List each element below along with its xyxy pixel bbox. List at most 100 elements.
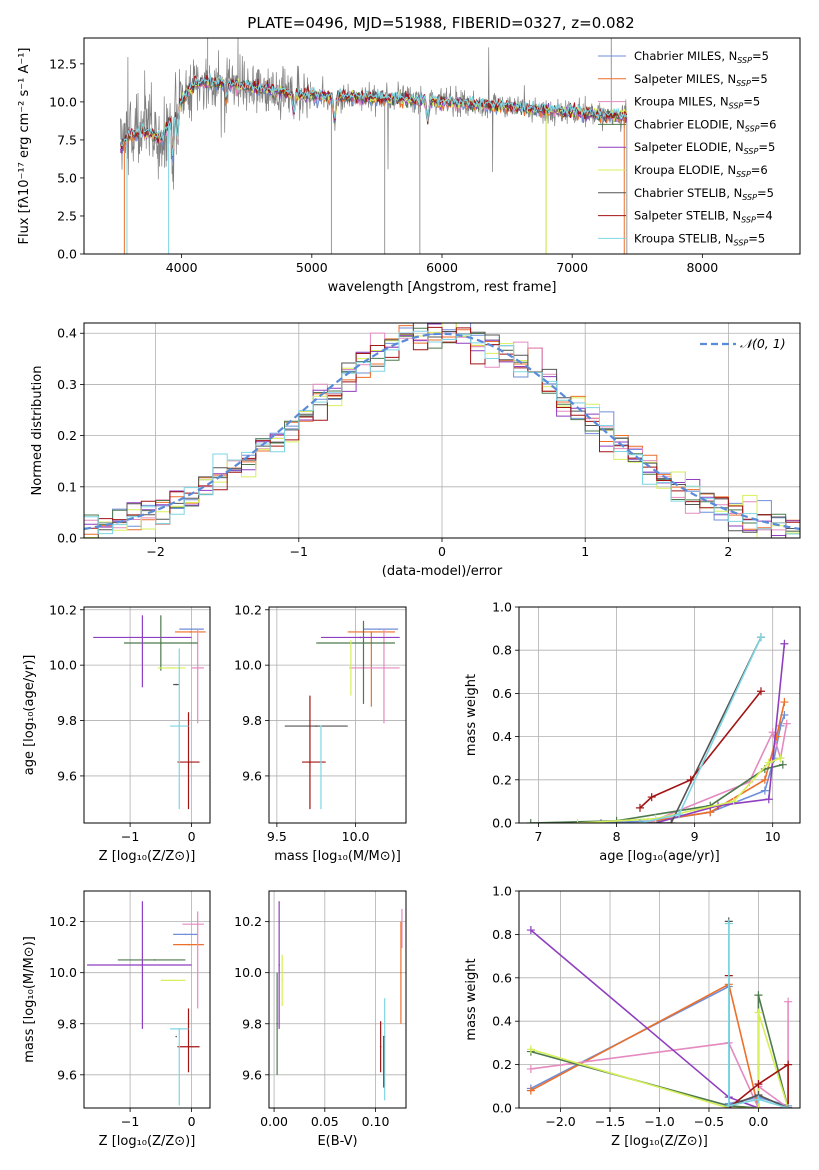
weight-marker-kroupa_miles xyxy=(782,719,791,728)
z-weight-xlabel: Z [log₁₀(Z/Z⊙)] xyxy=(611,1134,708,1149)
z-age-ytick-label: 9.6 xyxy=(57,768,77,783)
legend-label-tail: =5 xyxy=(758,140,775,154)
residuals-legend: 𝒩(0, 1) xyxy=(700,336,786,351)
spectrum-xtick-label: 6000 xyxy=(426,260,458,275)
weight-marker-kroupa_miles xyxy=(526,1064,535,1073)
age-weight-frame xyxy=(518,606,801,824)
z-age-axes: −1 0 9.6 9.8 10.0 10.2 Z [log₁₀(Z/Z⊙)] age [log… xyxy=(22,602,211,864)
spectrum-axes: 4000 5000 6000 7000 8000 0.0 2.5 5.0 7.5 10.0 12.5… xyxy=(17,37,801,295)
legend-label-sub: SSP xyxy=(742,193,757,202)
point-salpeter_elodie xyxy=(278,964,280,966)
spectrum-xtick-label: 4000 xyxy=(166,260,198,275)
age-weight-axes: 7 8 9 10 0.0 0.2 0.4 0.6 0.8 1.0 age [log₁₀(age/yr… xyxy=(464,600,801,864)
mass-age-ytick-label: 9.8 xyxy=(242,713,262,728)
legend-label-chabrier_miles: Chabrier MILES, NSSP=5 xyxy=(634,49,769,65)
legend-label-chabrier_elodie: Chabrier ELODIE, NSSP=6 xyxy=(634,117,776,133)
weight-marker-kroupa_elodie xyxy=(573,819,582,823)
z-weight-xtick-label: −0.5 xyxy=(694,1114,724,1129)
legend-label-text: Salpeter STELIB, N xyxy=(634,209,741,223)
point-chabrier_elodie xyxy=(153,959,156,961)
residuals-xtick-label: −2 xyxy=(146,544,164,559)
z-weight-ytick-label: 0.2 xyxy=(492,1057,512,1072)
point-salpeter_elodie xyxy=(141,964,144,966)
residuals-frame xyxy=(83,322,801,539)
point-salpeter_miles xyxy=(400,971,402,974)
legend-label-text: Chabrier MILES, N xyxy=(634,49,737,63)
weight-marker-kroupa_elodie xyxy=(764,758,773,767)
point-salpeter_stelib xyxy=(379,1045,382,1048)
weight-marker-salpeter_elodie xyxy=(780,639,789,648)
legend-label-tail: =5 xyxy=(757,186,774,200)
residuals-ytick-label: 0.3 xyxy=(57,377,77,392)
z-mass-axes: −1 0 9.6 9.8 10.0 10.2 Z [log₁₀(Z/Z⊙)] mass [lo… xyxy=(22,890,211,1149)
legend-label-text: Kroupa MILES, N xyxy=(634,95,729,109)
model-spectrum-kroupa_stelib xyxy=(120,73,627,157)
weight-marker-salpeter_elodie xyxy=(526,926,535,935)
age-weight-ytick-label: 0.8 xyxy=(492,643,512,658)
ebv-mass-ytick-label: 9.8 xyxy=(242,1016,262,1031)
z-mass-ytick-label: 9.8 xyxy=(57,1016,77,1031)
legend-label-text: Salpeter MILES, N xyxy=(634,72,736,86)
z-mass-ytick-label: 9.6 xyxy=(57,1067,77,1082)
z-age-xtick-label: −1 xyxy=(121,829,139,844)
legend-label-sub: SSP xyxy=(734,238,749,247)
point-kroupa_elodie xyxy=(281,979,283,982)
weight-marker-salpeter_stelib xyxy=(754,1080,763,1089)
legend-label-kroupa_miles: Kroupa MILES, NSSP=5 xyxy=(634,95,760,111)
ebv-mass-frame xyxy=(268,890,407,1109)
weight-line-kroupa_elodie xyxy=(530,1012,789,1108)
point-chabrier_stelib xyxy=(382,1035,385,1038)
z-weight-xtick-label: −1.0 xyxy=(644,1114,674,1129)
legend-label-sub: SSP xyxy=(736,170,751,179)
point-chabrier_miles xyxy=(184,933,187,936)
spectrum-xtick-label: 7000 xyxy=(556,260,588,275)
weight-line-chabrier_stelib xyxy=(640,636,762,823)
point-kroupa_miles xyxy=(401,946,403,948)
ebv-mass-ytick-label: 10.2 xyxy=(234,914,262,929)
z-weight-xtick-label: −1.5 xyxy=(595,1114,625,1129)
point-kroupa_stelib xyxy=(178,725,181,727)
ebv-mass-ytick-label: 9.6 xyxy=(242,1067,262,1082)
weight-marker-salpeter_stelib xyxy=(635,803,644,812)
legend-label-sub: SSP xyxy=(736,79,751,88)
mass-age-ytick-label: 10.2 xyxy=(234,602,262,617)
age-weight-ytick-label: 0.2 xyxy=(492,772,512,787)
legend-label-text: Kroupa STELIB, N xyxy=(634,231,734,245)
age-weight-ylabel: mass weight xyxy=(464,674,479,756)
legend-label-salpeter_miles: Salpeter MILES, NSSP=5 xyxy=(634,72,768,88)
weight-marker-kroupa_stelib xyxy=(756,633,765,642)
z-weight-ylabel: mass weight xyxy=(464,958,479,1040)
point-salpeter_stelib xyxy=(309,761,311,763)
spectrum-ytick-label: 0.0 xyxy=(57,247,77,262)
legend-label-tail: =6 xyxy=(751,163,768,177)
weight-marker-chabrier_miles xyxy=(596,819,605,823)
age-weight-plot-area xyxy=(526,633,791,823)
weight-marker-kroupa_elodie xyxy=(754,1008,763,1017)
mass-age-plot-area xyxy=(284,620,400,810)
z-age-xlabel: Z [log₁₀(Z/Z⊙)] xyxy=(99,849,196,864)
ebv-mass-xlabel: E(B-V) xyxy=(317,1134,357,1149)
weight-marker-kroupa_elodie xyxy=(729,797,738,806)
weight-marker-kroupa_stelib xyxy=(635,819,644,823)
histogram-kroupa_elodie xyxy=(84,323,800,538)
point-kroupa_miles xyxy=(383,667,385,669)
point-salpeter_elodie xyxy=(141,636,144,639)
z-mass-xtick-label: 0 xyxy=(188,1114,196,1129)
point-kroupa_elodie xyxy=(172,667,174,669)
ebv-mass-plot-area xyxy=(276,901,403,1101)
mass-age-xtick-label: 9.5 xyxy=(267,829,287,844)
z-age-ytick-label: 10.0 xyxy=(49,658,77,673)
z-weight-ytick-label: 0.0 xyxy=(492,1101,512,1116)
ebv-mass-xtick-label: 0.10 xyxy=(362,1114,390,1129)
point-kroupa_stelib xyxy=(320,725,322,727)
age-weight-xlabel: age [log₁₀(age/yr)] xyxy=(599,849,720,864)
weight-line-salpeter_stelib xyxy=(639,690,762,809)
z-mass-xtick-label: −1 xyxy=(121,1114,139,1129)
weight-marker-salpeter_miles xyxy=(760,775,769,784)
residuals-ytick-label: 0.1 xyxy=(57,479,77,494)
weight-marker-kroupa_stelib xyxy=(724,919,733,928)
histogram-salpeter_stelib xyxy=(84,326,800,538)
model-spectrum-chabrier_stelib xyxy=(120,76,628,157)
